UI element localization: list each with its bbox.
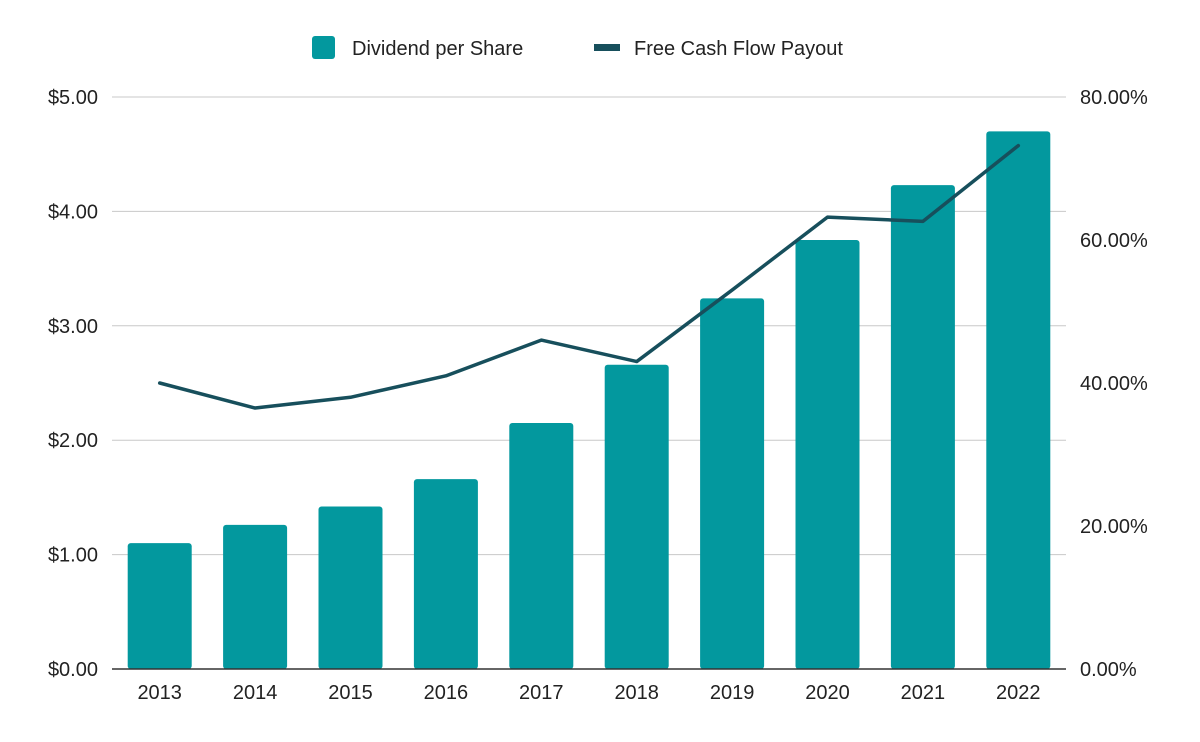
x-tick-label: 2017 <box>519 682 564 704</box>
y-right-tick-label: 0.00% <box>1080 659 1137 681</box>
bar-dividend <box>223 524 288 669</box>
bar-dividend <box>509 423 574 669</box>
y-right-tick-label: 20.00% <box>1080 516 1148 538</box>
y-right-tick-label: 80.00% <box>1080 87 1148 109</box>
x-tick-label: 2021 <box>901 682 946 704</box>
legend-swatch-dividend <box>312 36 335 59</box>
bar-dividend <box>413 479 478 669</box>
y-right-tick-label: 40.00% <box>1080 373 1148 395</box>
x-tick-label: 2015 <box>328 682 373 704</box>
x-tick-label: 2016 <box>424 682 469 704</box>
legend-label-payout: Free Cash Flow Payout <box>634 38 843 60</box>
bar-dividend <box>795 240 860 669</box>
y-left-tick-label: $2.00 <box>48 430 98 452</box>
x-tick-label: 2014 <box>233 682 278 704</box>
x-tick-label: 2022 <box>996 682 1041 704</box>
payout-line-group <box>157 143 1021 410</box>
y-left-tick-label: $4.00 <box>48 201 98 223</box>
bar-dividend <box>127 543 192 669</box>
payout-line <box>157 143 1021 410</box>
dividend-bars <box>127 131 1051 669</box>
legend-swatch-payout <box>594 44 620 51</box>
bar-dividend <box>318 506 383 669</box>
bar-dividend <box>890 185 955 669</box>
legend: Dividend per Share Free Cash Flow Payout <box>312 36 843 60</box>
bar-dividend <box>604 364 669 669</box>
x-tick-label: 2020 <box>805 682 850 704</box>
x-tick-label: 2013 <box>137 682 182 704</box>
x-tick-label: 2019 <box>710 682 755 704</box>
axes: $0.00 $1.00 $2.00 $3.00 $4.00 $5.00 0.00% 20.00… <box>48 87 1148 704</box>
bar-dividend <box>700 298 765 669</box>
y-left-tick-label: $1.00 <box>48 545 98 567</box>
y-left-tick-label: $0.00 <box>48 659 98 681</box>
legend-label-dividend: Dividend per Share <box>352 38 523 60</box>
x-tick-label: 2018 <box>614 682 659 704</box>
y-left-tick-label: $3.00 <box>48 316 98 338</box>
y-right-tick-label: 60.00% <box>1080 230 1148 252</box>
y-left-tick-label: $5.00 <box>48 87 98 109</box>
bar-dividend <box>986 131 1051 669</box>
